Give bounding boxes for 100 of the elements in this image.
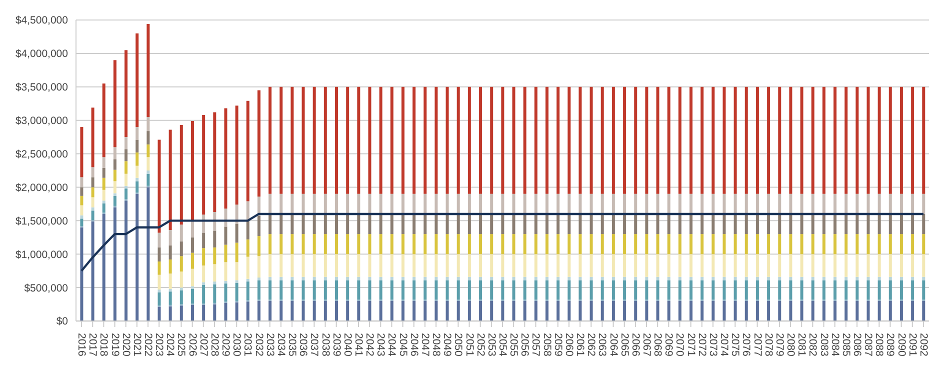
bar: [102, 190, 106, 201]
x-tick-label: 2038: [319, 333, 332, 357]
bar: [180, 256, 183, 272]
x-tick-label: 2070: [674, 333, 686, 357]
x-tick-label: 2032: [252, 333, 265, 357]
bar: [722, 86, 726, 194]
bar: [501, 300, 504, 321]
bar: [290, 86, 294, 194]
bar: [401, 254, 404, 277]
x-tick-label: 2050: [452, 333, 464, 357]
bar: [335, 234, 338, 254]
bar: [600, 234, 604, 254]
bar: [634, 276, 638, 280]
bar: [113, 170, 116, 182]
bar: [235, 242, 238, 262]
bar: [767, 194, 770, 214]
bar: [324, 300, 327, 321]
bar: [844, 276, 848, 280]
bar: [512, 280, 516, 300]
bar: [545, 280, 548, 300]
bar: [834, 254, 837, 277]
bar: [712, 300, 715, 321]
bar: [390, 254, 394, 277]
bar: [900, 276, 903, 280]
bar: [568, 300, 571, 321]
bar: [856, 214, 859, 234]
bar: [623, 234, 626, 254]
bar: [667, 276, 670, 280]
x-tick-label: 2068: [652, 333, 664, 357]
bar: [656, 280, 660, 300]
bar: [401, 86, 404, 194]
x-tick-label: 2019: [108, 333, 121, 357]
bar: [368, 300, 372, 321]
x-tick-label: 2085: [840, 333, 852, 357]
bar: [667, 234, 670, 254]
bar: [468, 300, 471, 321]
bar: [689, 234, 692, 254]
bar: [811, 86, 814, 194]
bar: [246, 201, 250, 221]
bar: [556, 214, 560, 234]
bar: [512, 194, 516, 214]
bar: [456, 194, 460, 214]
bar: [822, 300, 826, 321]
bar: [158, 140, 161, 233]
x-tick-label: 2064: [607, 333, 620, 357]
bar: [180, 241, 183, 256]
bar: [789, 214, 792, 234]
bar: [722, 194, 726, 214]
bar: [91, 167, 94, 178]
bar: [190, 237, 194, 253]
bar: [479, 276, 482, 280]
bar: [556, 194, 560, 214]
bar: [789, 276, 792, 280]
bar: [246, 302, 250, 321]
x-tick-label: 2090: [895, 333, 908, 357]
bar: [357, 280, 360, 300]
y-tick-label: $1,500,000: [15, 215, 68, 228]
bar: [113, 159, 116, 170]
bar: [623, 214, 626, 234]
bar: [302, 254, 305, 277]
bar: [379, 234, 382, 254]
bar: [412, 234, 416, 254]
bar: [590, 300, 593, 321]
bar: [213, 247, 216, 264]
bar: [468, 234, 471, 254]
y-tick-label: $3,500,000: [15, 82, 68, 94]
bar: [91, 197, 94, 208]
bar: [600, 254, 604, 277]
bar: [168, 230, 172, 246]
x-tick-label: 2044: [386, 333, 398, 357]
bar: [102, 203, 106, 213]
bar: [689, 194, 692, 214]
bar: [113, 196, 116, 206]
bar: [80, 127, 84, 178]
bar: [501, 214, 504, 234]
bar: [700, 300, 704, 321]
bar: [578, 300, 582, 321]
bar: [501, 86, 504, 194]
bar: [390, 194, 394, 214]
bar: [922, 254, 926, 277]
bar: [722, 254, 726, 277]
x-tick-label: 2016: [76, 333, 88, 357]
bar: [856, 300, 859, 321]
bar: [124, 161, 128, 174]
bar: [878, 214, 881, 234]
bar: [136, 194, 139, 321]
bar: [512, 276, 516, 280]
bar: [91, 177, 94, 188]
bar: [324, 194, 327, 214]
bar: [534, 86, 538, 194]
x-tick-label: 2022: [142, 333, 154, 357]
bar: [634, 234, 638, 254]
x-tick-label: 2017: [86, 333, 99, 357]
bar: [744, 234, 748, 254]
bar: [811, 254, 814, 277]
bar: [412, 276, 416, 280]
bar: [568, 254, 571, 277]
bar: [246, 282, 250, 300]
bar: [268, 280, 272, 300]
bar: [922, 276, 926, 280]
